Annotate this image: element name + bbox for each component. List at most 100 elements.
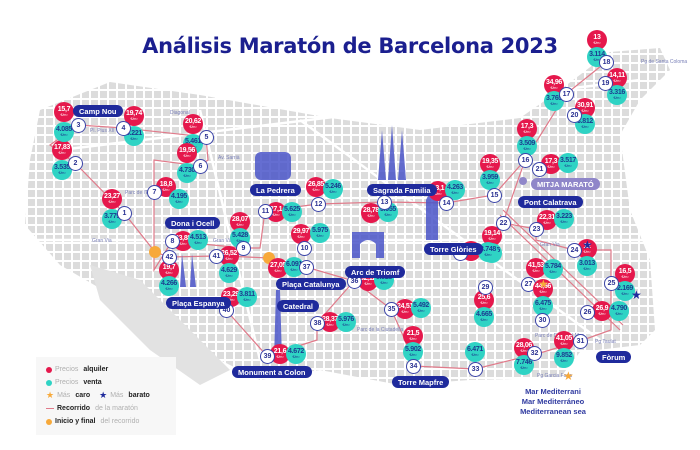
- rent-price-pin[interactable]: 13 €/m²: [587, 30, 607, 50]
- sale-price-pin[interactable]: 3.535 €/m²: [52, 160, 72, 180]
- rent-price-pin[interactable]: 21,6 €/m²: [270, 344, 290, 364]
- km-marker[interactable]: 11: [258, 204, 273, 219]
- landmark-catedral[interactable]: Catedral: [277, 300, 320, 312]
- km-marker[interactable]: 18: [599, 55, 614, 70]
- km-marker[interactable]: 37: [299, 260, 314, 275]
- sale-price-pin[interactable]: 5.975 €/m²: [310, 223, 330, 243]
- rent-price-pin[interactable]: 15,7 €/m²: [54, 102, 74, 122]
- km-marker[interactable]: 24: [567, 243, 582, 258]
- rent-price-pin[interactable]: 25,6 €/m²: [474, 290, 494, 310]
- sale-price-pin[interactable]: 4.629 €/m²: [219, 263, 239, 283]
- landmark-placa-espanya[interactable]: Plaça Espanya: [166, 297, 231, 309]
- landmark-torre-glories[interactable]: Torre Glòries: [424, 243, 483, 255]
- km-marker[interactable]: 2: [68, 156, 83, 171]
- landmark-camp-nou[interactable]: Camp Nou: [73, 105, 123, 117]
- sale-price-pin[interactable]: 4.085 €/m²: [54, 122, 74, 142]
- landmark-la-pedrera[interactable]: La Pedrera: [250, 184, 301, 196]
- km-marker[interactable]: 30: [535, 313, 550, 328]
- km-marker[interactable]: 4: [116, 121, 131, 136]
- km-marker[interactable]: 34: [406, 359, 421, 374]
- km-marker[interactable]: 8: [165, 234, 180, 249]
- rent-price-pin[interactable]: 28,07 €/m²: [230, 212, 250, 232]
- rent-price-pin[interactable]: 19,7 €/m²: [159, 260, 179, 280]
- km-marker[interactable]: 41: [209, 249, 224, 264]
- sale-price-pin[interactable]: 2.169 €/m²: [615, 281, 635, 301]
- sale-price-pin[interactable]: 4.672 €/m²: [286, 344, 306, 364]
- km-marker[interactable]: 15: [487, 188, 502, 203]
- sale-price-pin[interactable]: 3.959 €/m²: [480, 170, 500, 190]
- mitja-marato-label[interactable]: MITJA MARATÓ: [531, 178, 600, 190]
- km-marker[interactable]: 20: [567, 108, 582, 123]
- sale-price-pin[interactable]: 5.625 €/m²: [282, 202, 302, 222]
- km-marker[interactable]: 5: [199, 130, 214, 145]
- rent-price-pin[interactable]: 19,35 €/m²: [480, 154, 500, 174]
- km-marker[interactable]: 16: [518, 153, 533, 168]
- rent-price-pin[interactable]: 23,27 €/m²: [102, 189, 122, 209]
- rent-price-pin[interactable]: 17,3 €/m²: [517, 119, 537, 139]
- km-marker[interactable]: 26: [580, 305, 595, 320]
- rent-price-pin[interactable]: 21,5€/m²: [403, 326, 423, 346]
- sale-price-pin[interactable]: 6.475 €/m²: [533, 296, 553, 316]
- km-marker[interactable]: 39: [260, 349, 275, 364]
- km-marker[interactable]: 14: [439, 196, 454, 211]
- landmark-monument-a-colon[interactable]: Monument a Colon: [232, 366, 312, 378]
- sale-price-pin[interactable]: 7.746 €/m²: [514, 355, 534, 375]
- sale-price-pin[interactable]: 4.730 €/m²: [177, 163, 197, 183]
- rent-price-pin[interactable]: 44,66 €/m²: [533, 279, 553, 299]
- km-marker[interactable]: 6: [193, 159, 208, 174]
- km-marker[interactable]: 23: [529, 222, 544, 237]
- km-marker[interactable]: 35: [384, 302, 399, 317]
- rent-price-pin[interactable]: 19,74 €/m²: [124, 106, 144, 126]
- landmark-pont-calatrava[interactable]: Pont Calatrava: [518, 196, 583, 208]
- rent-price-pin[interactable]: 41,53 €/m²: [526, 258, 546, 278]
- landmark-forum[interactable]: Fòrum: [596, 351, 632, 363]
- rent-price-pin[interactable]: 29,97 €/m²: [291, 224, 311, 244]
- km-marker[interactable]: 12: [311, 197, 326, 212]
- landmark-sagrada-familia[interactable]: Sagrada Familia: [367, 184, 437, 196]
- km-marker[interactable]: 25: [604, 276, 619, 291]
- km-marker[interactable]: 31: [573, 334, 588, 349]
- sale-price-pin[interactable]: 3.509 €/m²: [517, 136, 537, 156]
- rent-price-pin[interactable]: 28,78 €/m²: [361, 203, 381, 223]
- start-finish-marker[interactable]: [149, 246, 161, 258]
- km-marker[interactable]: 32: [527, 346, 542, 361]
- km-marker[interactable]: 42: [162, 250, 177, 265]
- km-marker[interactable]: 33: [468, 362, 483, 377]
- sale-price-pin[interactable]: 4.790 €/m²: [609, 301, 629, 321]
- sale-price-pin[interactable]: 6.471 €/m²: [465, 342, 485, 362]
- landmark-arc-de-triomf[interactable]: Arc de Triomf: [345, 266, 406, 278]
- landmark-placa-catalunya[interactable]: Plaça Catalunya: [276, 278, 346, 290]
- km-marker[interactable]: 7: [147, 185, 162, 200]
- km-marker[interactable]: 27: [521, 277, 536, 292]
- sale-price-pin[interactable]: 5.246 €/m²: [323, 179, 343, 199]
- sale-price-pin[interactable]: 5.784 €/m²: [543, 259, 563, 279]
- landmark-torre-mapfre[interactable]: Torre Mapfre: [392, 376, 450, 388]
- rent-price-pin[interactable]: 19,56 €/m²: [177, 143, 197, 163]
- rent-price-pin[interactable]: 16,5 €/m²: [615, 264, 635, 284]
- rent-price-pin[interactable]: 24,51 €/m²: [395, 299, 415, 319]
- km-marker[interactable]: 19: [598, 76, 613, 91]
- rent-price-pin[interactable]: 20,62 €/m²: [183, 114, 203, 134]
- km-marker[interactable]: 13: [377, 195, 392, 210]
- sale-price-pin[interactable]: 3.013 €/m²: [577, 256, 597, 276]
- sale-price-pin[interactable]: 4.665 €/m²: [474, 307, 494, 327]
- sale-price-pin[interactable]: 4.266 €/m²: [159, 276, 179, 296]
- rent-price-pin[interactable]: 17,83 €/m²: [52, 140, 72, 160]
- sale-price-pin[interactable]: 5.902 €/m²: [403, 342, 423, 362]
- rent-price-pin[interactable]: 19,14 €/m²: [482, 226, 502, 246]
- km-marker[interactable]: 10: [297, 241, 312, 256]
- rent-price-pin[interactable]: 12 €/m²: [577, 239, 597, 259]
- sale-price-pin[interactable]: 3.811 €/m²: [237, 287, 257, 307]
- sale-price-pin[interactable]: 5.492 €/m²: [411, 298, 431, 318]
- km-marker[interactable]: 3: [71, 118, 86, 133]
- sale-price-pin[interactable]: 5.976 €/m²: [336, 312, 356, 332]
- sale-price-pin[interactable]: 3.517 €/m²: [558, 153, 578, 173]
- sale-price-pin[interactable]: 6.091 €/m²: [284, 257, 304, 277]
- km-marker[interactable]: 22: [496, 216, 511, 231]
- sale-price-pin[interactable]: 4.263 €/m²: [445, 180, 465, 200]
- km-marker[interactable]: 29: [478, 280, 493, 295]
- landmark-dona-i-ocell[interactable]: Dona i Ocell: [165, 217, 221, 229]
- km-marker[interactable]: 1: [117, 206, 132, 221]
- sale-price-pin[interactable]: 3.748 €/m²: [478, 242, 498, 262]
- rent-price-pin[interactable]: 26,52 €/m²: [219, 246, 239, 266]
